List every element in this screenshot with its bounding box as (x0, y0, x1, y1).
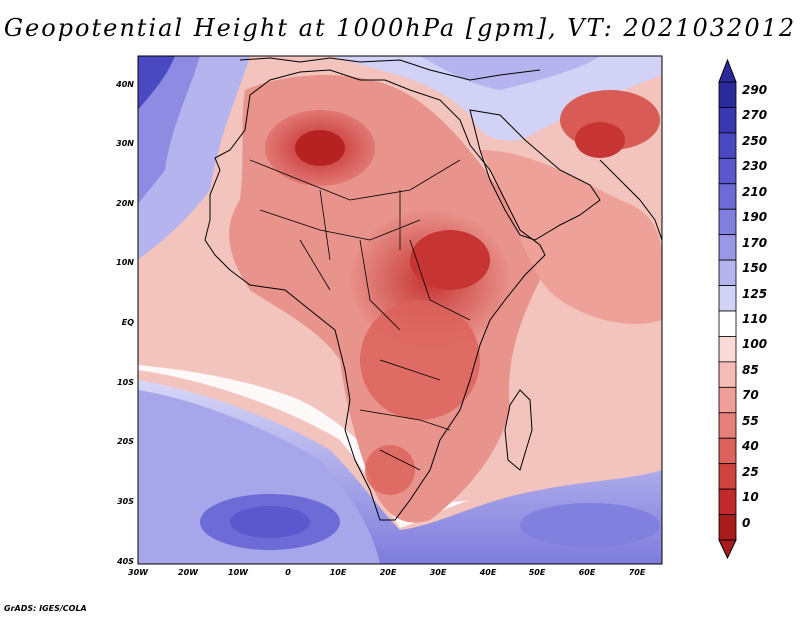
colorbar-segment (718, 361, 737, 388)
colorbar-label: 290 (742, 83, 768, 97)
colorbar-segment (718, 514, 737, 541)
colorbar (718, 58, 737, 560)
lat-label-10S: 10S (117, 378, 134, 387)
coastline-madagascar (504, 389, 533, 471)
lon-label-20W: 20W (178, 568, 198, 577)
lon-label-50E: 50E (528, 568, 546, 577)
lon-label-0: 0 (285, 568, 291, 577)
colorbar-label: 150 (742, 261, 768, 276)
contour-blue-mediterranean (330, 56, 662, 141)
colorbar-label: 25 (742, 464, 759, 479)
coastline-africa (204, 69, 546, 521)
colorbar-top-triangle (718, 58, 737, 83)
coastline-arabia (469, 109, 601, 241)
credit-text: GrADS: IGES/COLA (4, 604, 87, 613)
colorbar-segment (718, 488, 737, 515)
colorbar-segment (718, 234, 737, 261)
colorbar-segment (718, 412, 737, 439)
colorbar-segment (718, 437, 737, 465)
lat-label-40S: 40S (117, 557, 134, 566)
lon-label-10E: 10E (329, 568, 347, 577)
lat-label-10N: 10N (116, 258, 134, 267)
lon-label-60E: 60E (578, 568, 596, 577)
colorbar-label: 190 (742, 210, 768, 225)
colorbar-label: 70 (742, 388, 759, 403)
colorbar-label: 270 (742, 108, 768, 123)
colorbar-segment (718, 386, 737, 414)
map-border (137, 55, 663, 565)
country-borders (249, 159, 471, 471)
colorbar-label: 0 (742, 515, 751, 530)
coastline-india (599, 159, 663, 241)
colorbar-label: 125 (742, 286, 768, 301)
lon-label-40E: 40E (479, 568, 497, 577)
colorbar-label: 230 (742, 159, 768, 174)
colorbar-label: 10 (742, 490, 759, 505)
lat-label-30N: 30N (116, 139, 134, 148)
contour-arabia (480, 150, 662, 324)
colorbar-label: 85 (742, 362, 759, 377)
colorbar-label: 100 (742, 337, 768, 352)
lon-label-70E: 70E (628, 568, 646, 577)
colorbar-segment (718, 285, 737, 312)
lat-label-30S: 30S (117, 497, 134, 506)
lat-label-eq: EQ (121, 318, 134, 327)
map-title: Geopotential Height at 1000hPa [gpm], VT… (3, 14, 797, 42)
colorbar-label: 170 (742, 235, 768, 250)
colorbar-segment (718, 259, 737, 286)
colorbar-segment (718, 183, 737, 210)
colorbar-segment (718, 336, 737, 363)
colorbar-segment (718, 107, 737, 134)
colorbar-label: 210 (742, 184, 768, 199)
lat-label-40N: 40N (116, 80, 134, 89)
colorbar-segment (718, 310, 737, 337)
colorbar-segment (718, 81, 737, 108)
lon-label-20E: 20E (379, 568, 397, 577)
colorbar-label: 40 (742, 439, 759, 454)
lat-label-20N: 20N (116, 199, 134, 208)
colorbar-bottom-triangle (718, 539, 737, 560)
colorbar-label: 110 (742, 312, 768, 326)
lon-label-30W: 30W (128, 568, 148, 577)
colorbar-segment (718, 157, 737, 185)
colorbar-label: 55 (742, 413, 759, 428)
colorbar-segment (718, 463, 737, 490)
colorbar-segment (718, 132, 737, 159)
colorbar-label: 250 (742, 133, 768, 148)
coastline-europe (239, 57, 541, 81)
lon-label-10W: 10W (228, 568, 248, 577)
lon-label-30E: 30E (429, 568, 447, 577)
colorbar-segment (718, 208, 737, 236)
lat-label-20S: 20S (117, 437, 134, 446)
